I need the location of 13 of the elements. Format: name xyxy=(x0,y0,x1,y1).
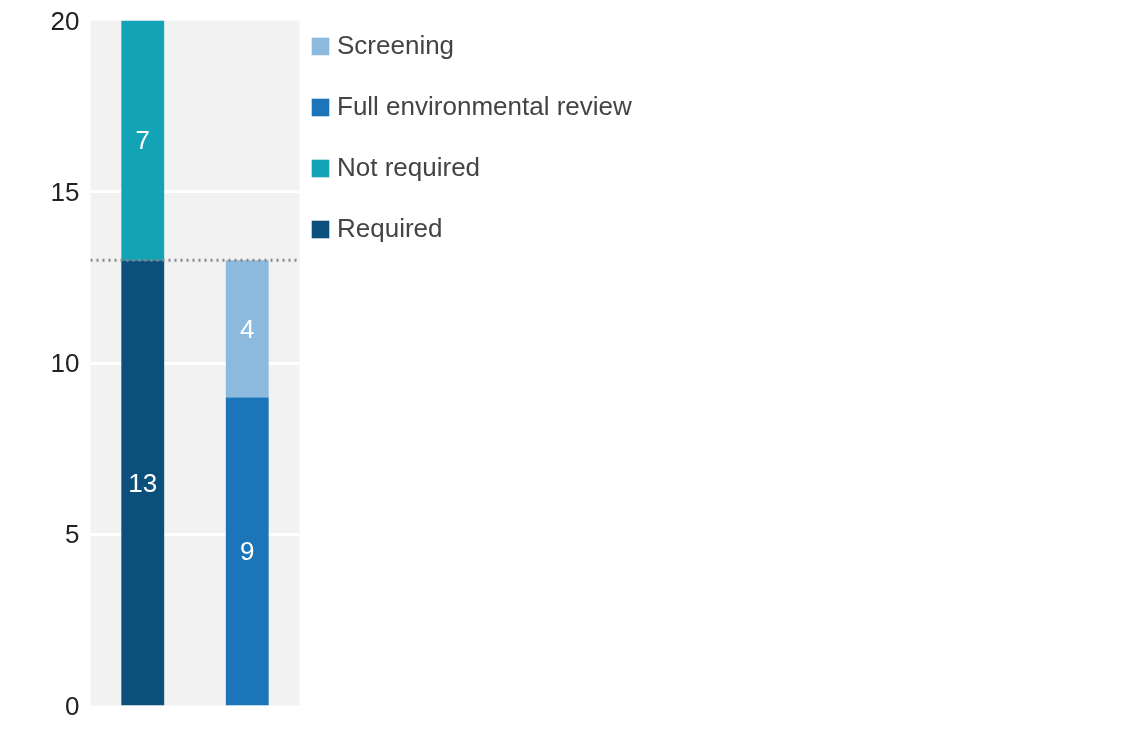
y-tick-label: 5 xyxy=(65,519,80,550)
y-tick-label: 10 xyxy=(50,348,80,378)
data-label: 13 xyxy=(128,467,158,498)
legend-label: Full environmental review xyxy=(337,91,632,122)
y-tick-label: 0 xyxy=(65,690,80,721)
legend-label: Required xyxy=(337,213,443,244)
data-label: 4 xyxy=(240,313,255,344)
legend-label: Not required xyxy=(337,152,481,183)
y-tick-label: 20 xyxy=(50,5,80,36)
data-label: 9 xyxy=(240,536,255,567)
legend-label: Screening xyxy=(337,30,455,61)
data-label: 7 xyxy=(135,125,150,156)
y-tick-label: 15 xyxy=(50,176,80,207)
